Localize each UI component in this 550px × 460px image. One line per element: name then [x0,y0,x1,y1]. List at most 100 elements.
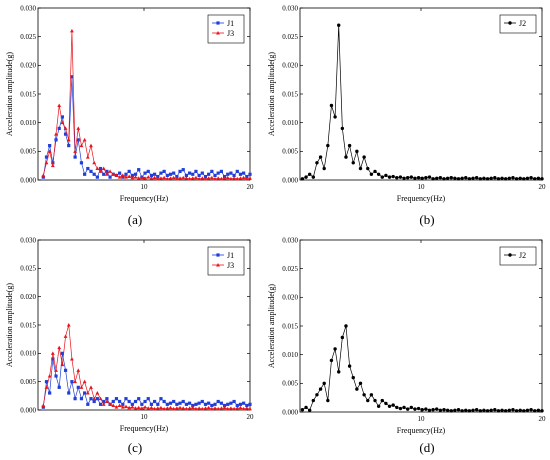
x-tick-label-d: 20 [539,415,547,423]
data-point-j3-c [120,405,125,409]
data-point-j3-a [222,176,227,180]
data-point-j2-d [453,408,457,412]
data-point-j2-b [449,176,453,180]
data-point-j2-b [493,176,497,180]
y-tick-label-b: 0.000 [282,176,298,184]
data-point-j2-d [460,409,464,413]
data-point-j3-a [244,176,249,181]
data-point-j1-c [143,399,147,404]
y-axis-title-a: Acceleration amplitude(g) [5,52,14,137]
data-point-j3-c [200,406,205,411]
data-point-j3-a [162,175,167,180]
data-point-j3-a [143,176,147,180]
data-point-j3-a [238,176,243,180]
data-point-j3-a [54,132,58,136]
data-point-j3-a [133,175,138,179]
data-point-j3-a [127,174,132,179]
panel-b: 0.000 0.005 0.010 0.015 0.020 0.025 0.030 10 20 F… [267,0,550,230]
data-point-j1-a [216,171,220,175]
data-point-j1-a [235,169,239,173]
data-point-j1-c [200,399,204,404]
data-point-j2-d [322,381,326,386]
data-point-j1-c [73,397,77,401]
data-point-j3-a [168,176,173,180]
data-point-j2-d [435,407,439,411]
data-point-j3-c [159,405,163,410]
y-tick-label-a: 0.010 [20,119,36,127]
data-point-j1-a [102,172,106,176]
data-point-j3-c [155,406,160,410]
data-point-j3-c [47,374,52,378]
data-point-j1-a [108,175,112,179]
legend-label-j1-a: J1 [227,19,234,28]
data-point-j3-a [95,166,100,171]
data-point-j2-d [304,405,308,410]
data-point-j1-c [197,401,201,405]
data-point-j1-a [121,175,125,179]
data-point-j3-c [178,405,182,410]
data-point-j2-b [366,166,370,171]
data-point-j2-b [507,176,512,180]
y-tick-label-b: 0.020 [282,62,298,70]
data-point-j3-c [66,323,71,327]
y-tick-label-a: 0.020 [20,62,36,70]
data-point-j2-d [340,335,345,340]
data-point-j2-d [362,393,366,397]
data-point-j2-d [373,398,377,403]
data-point-j1-a [143,171,147,175]
data-point-j3-c [168,405,173,410]
data-point-j1-c [83,391,87,395]
data-point-j2-d [395,405,399,410]
data-point-j1-c [219,401,223,405]
data-point-j2-b [485,177,490,181]
data-point-j1-a [124,172,128,176]
data-point-j2-b [460,176,464,180]
data-point-j3-c [60,362,65,367]
data-point-j2-b [326,143,330,148]
data-point-j3-c [184,406,189,411]
data-point-j3-a [98,169,103,173]
data-point-j2-d [351,375,355,380]
legend-marker-j1-a [216,21,220,25]
data-point-j3-c [50,351,55,355]
data-point-j3-c [232,406,236,411]
data-point-j2-b [427,175,432,179]
x-tick-label-a: 20 [247,183,255,191]
x-tick-label-b: 20 [539,183,547,191]
y-axis-title-c: Acceleration amplitude(g) [5,283,14,368]
data-point-j3-c [54,368,58,372]
data-point-j3-a [225,175,230,180]
data-point-j1-c [159,397,163,401]
data-point-j2-b [387,175,392,179]
data-point-j3-c [111,403,116,407]
data-point-j2-b [442,177,446,181]
data-point-j3-c [152,406,157,411]
caption-c: (c) [127,440,143,455]
data-point-j2-d [511,408,515,412]
data-point-j3-c [63,334,68,338]
data-point-j1-a [73,155,77,159]
data-point-j3-a [73,149,77,153]
data-point-j3-c [41,403,46,407]
data-point-j1-a [200,171,204,175]
data-point-j2-b [489,176,493,180]
data-point-j2-b [467,177,472,181]
data-point-j2-b [471,176,475,180]
data-point-j2-b [514,177,519,181]
data-point-j1-a [137,168,141,172]
data-point-j3-c [187,406,192,410]
data-point-j3-a [216,176,221,180]
data-point-j3-a [235,176,240,181]
data-point-j1-c [51,357,55,361]
chart-c: 0.000 0.005 0.010 0.015 0.020 0.025 0.030 10 20 F… [5,236,254,433]
data-point-j3-c [92,396,97,401]
data-point-j1-a [159,171,163,175]
data-point-j3-a [92,160,97,165]
data-point-j2-b [347,143,352,148]
data-point-j2-d [326,398,330,403]
data-point-j1-c [194,402,198,406]
data-point-j1-a [232,173,236,178]
data-point-j1-a [86,166,90,171]
data-point-j2-d [493,408,497,412]
